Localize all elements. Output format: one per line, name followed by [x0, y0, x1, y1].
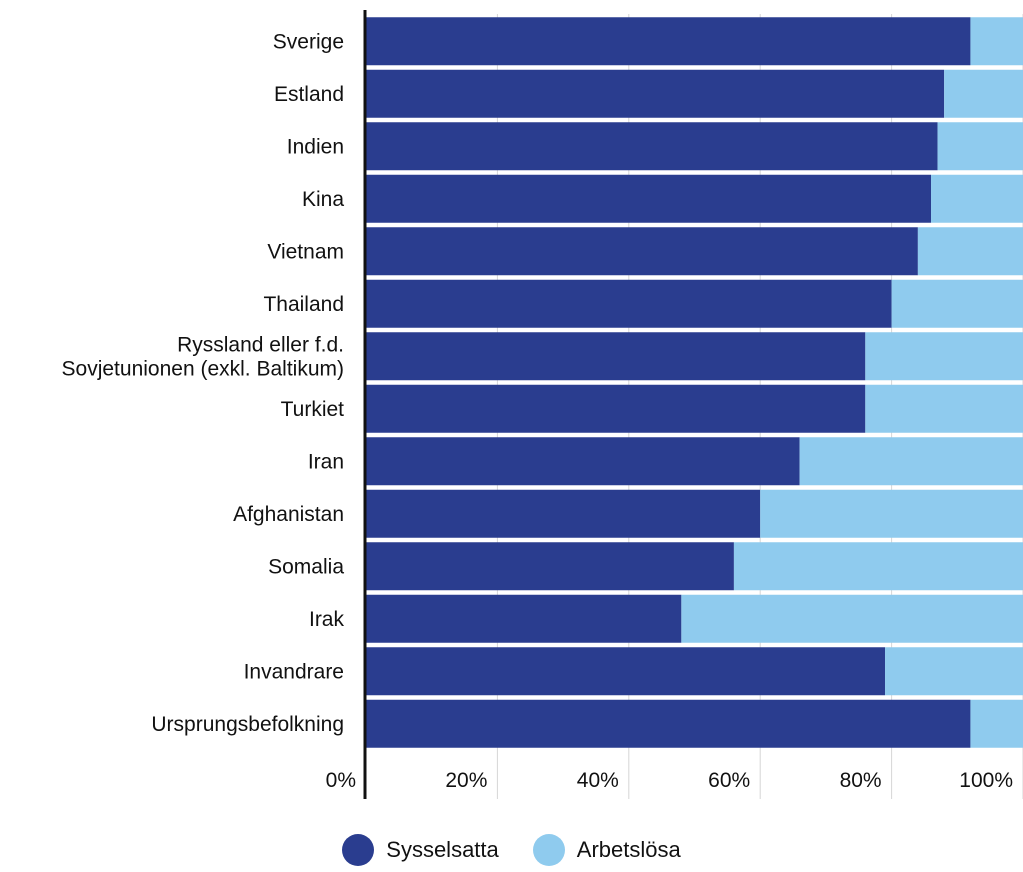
bar-arbetslosa [937, 122, 1023, 171]
bar-sysselsatta [366, 69, 945, 118]
category-label: Sverige [273, 30, 344, 53]
category-label: Turkiet [281, 398, 345, 421]
bar-arbetslosa [799, 437, 1023, 486]
category-labels: Sverige Estland Indien Kina Vietnam Thailand R… [62, 30, 345, 736]
bar-sysselsatta [366, 122, 938, 171]
legend-item-sysselsatta: Sysselsatta [342, 834, 499, 866]
bar-arbetslosa [733, 542, 1023, 591]
category-label: Indien [287, 135, 344, 158]
bar-arbetslosa [865, 332, 1023, 381]
bar-sysselsatta [366, 332, 866, 381]
legend-swatch-sysselsatta [342, 834, 375, 866]
x-tick-label: 80% [840, 769, 882, 792]
category-label: Ryssland eller f.d. Sovjetunionen (exkl. … [62, 333, 344, 380]
category-label: Estland [274, 83, 344, 106]
category-label: Ursprungsbefolkning [151, 713, 344, 736]
bar-arbetslosa [917, 227, 1023, 276]
category-label: Somalia [268, 555, 344, 578]
bar-sysselsatta [366, 174, 932, 223]
bar-sysselsatta [366, 489, 761, 538]
category-label: Vietnam [267, 240, 344, 263]
bar-arbetslosa [885, 647, 1023, 696]
x-tick-labels: 0% 20% 40% 60% 80% 100% [326, 769, 1013, 792]
x-tick-label: 100% [959, 769, 1013, 792]
legend-item-arbetslosa: Arbetslösa [532, 834, 681, 866]
bar-arbetslosa [681, 594, 1023, 643]
category-label: Iran [308, 450, 344, 473]
bars [366, 17, 1023, 748]
bar-arbetslosa [944, 69, 1023, 118]
bar-sysselsatta [366, 699, 971, 748]
bar-sysselsatta [366, 594, 682, 643]
bar-arbetslosa [891, 279, 1023, 328]
bar-sysselsatta [366, 437, 800, 486]
category-label: Kina [302, 188, 344, 211]
category-label: Invandrare [244, 660, 344, 683]
bar-sysselsatta [366, 384, 866, 433]
category-label: Irak [309, 608, 345, 631]
legend-swatch-arbetslosa [532, 834, 565, 866]
bar-arbetslosa [970, 17, 1023, 66]
x-tick-label: 60% [708, 769, 750, 792]
x-tick-label: 40% [577, 769, 619, 792]
bar-arbetslosa [865, 384, 1023, 433]
bar-arbetslosa [970, 699, 1023, 748]
x-tick-label: 20% [445, 769, 487, 792]
bar-arbetslosa [931, 174, 1023, 223]
category-label: Afghanistan [233, 503, 344, 526]
category-label: Thailand [263, 293, 344, 316]
x-tick-label: 0% [326, 769, 356, 792]
bar-sysselsatta [366, 647, 886, 696]
bar-sysselsatta [366, 17, 971, 66]
legend-label-sysselsatta: Sysselsatta [386, 837, 499, 862]
bar-sysselsatta [366, 227, 918, 276]
bar-sysselsatta [366, 279, 892, 328]
bar-arbetslosa [760, 489, 1023, 538]
legend-label-arbetslosa: Arbetslösa [576, 837, 681, 862]
bar-sysselsatta [366, 542, 734, 591]
legend: Sysselsatta Arbetslösa [0, 830, 1023, 870]
